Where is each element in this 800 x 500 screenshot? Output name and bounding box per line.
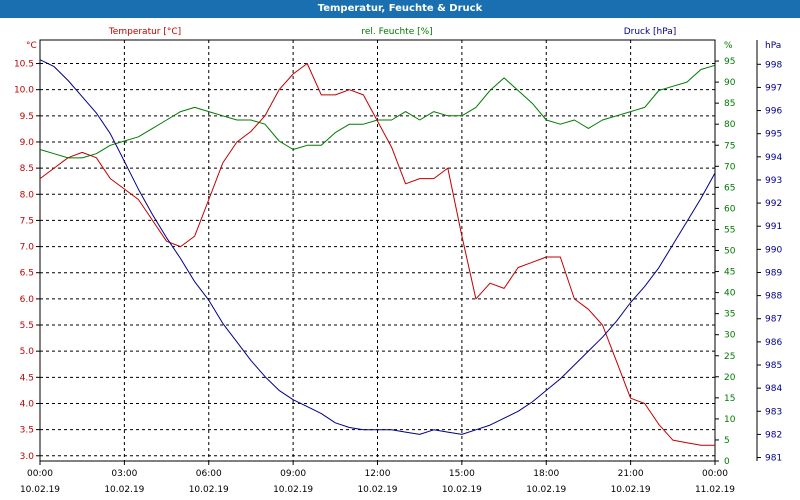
temperature-tick-label: 5.5 xyxy=(20,321,34,331)
pressure-tick-label: 996 xyxy=(765,107,782,117)
humidity-tick-label: 50 xyxy=(724,247,736,257)
humidity-tick-label: 0 xyxy=(724,457,730,467)
pressure-tick-label: 983 xyxy=(765,407,782,417)
humidity-tick-label: 85 xyxy=(724,99,735,109)
series-layer xyxy=(39,59,716,446)
temperature-tick-label: 6.5 xyxy=(20,269,34,279)
humidity-tick-label: 35 xyxy=(724,310,735,320)
temperature-tick-label: 3.0 xyxy=(20,452,35,462)
humidity-tick-label: 25 xyxy=(724,352,735,362)
temperature-series-line xyxy=(39,63,715,446)
temperature-tick-label: 9.5 xyxy=(20,112,34,122)
humidity-tick-label: 65 xyxy=(724,183,735,193)
pressure-tick-label: 987 xyxy=(765,315,782,325)
pressure-tick-label: 986 xyxy=(765,338,782,348)
humidity-tick-label: 40 xyxy=(724,289,736,299)
legend-temperature: Temperatur [°C] xyxy=(108,27,181,37)
temperature-tick-label: 8.0 xyxy=(20,190,35,200)
pressure-unit-label: hPa xyxy=(765,41,781,51)
x-tick-date: 10.02.19 xyxy=(611,485,651,495)
x-tick-time: 21:00 xyxy=(618,469,644,479)
x-tick-date: 10.02.19 xyxy=(189,485,229,495)
pressure-tick-label: 990 xyxy=(765,245,782,255)
humidity-tick-label: 55 xyxy=(724,225,735,235)
temperature-tick-label: 8.5 xyxy=(20,164,34,174)
pressure-tick-label: 991 xyxy=(765,222,782,232)
temperature-tick-label: 9.0 xyxy=(20,138,35,148)
humidity-tick-label: 45 xyxy=(724,268,735,278)
x-tick-time: 12:00 xyxy=(365,469,391,479)
humidity-unit-label: % xyxy=(724,41,733,51)
humidity-tick-label: 20 xyxy=(724,373,736,383)
pressure-tick-label: 994 xyxy=(765,153,782,163)
pressure-tick-label: 992 xyxy=(765,199,782,209)
pressure-tick-label: 997 xyxy=(765,83,782,93)
x-tick-time: 18:00 xyxy=(533,469,559,479)
temperature-tick-label: 7.5 xyxy=(20,216,34,226)
temperature-tick-label: 4.5 xyxy=(20,373,34,383)
temperature-tick-label: 4.0 xyxy=(20,399,35,409)
temperature-tick-label: 3.5 xyxy=(20,426,34,436)
x-tick-date: 10.02.19 xyxy=(357,485,397,495)
pressure-tick-label: 998 xyxy=(765,60,782,70)
x-tick-time: 15:00 xyxy=(449,469,475,479)
humidity-tick-label: 95 xyxy=(724,57,735,67)
humidity-tick-label: 10 xyxy=(724,415,736,425)
temperature-tick-label: 6.0 xyxy=(20,295,35,305)
pressure-tick-label: 985 xyxy=(765,361,782,371)
pressure-tick-label: 989 xyxy=(765,268,782,278)
x-tick-time: 03:00 xyxy=(111,469,137,479)
x-tick-date: 10.02.19 xyxy=(526,485,566,495)
humidity-tick-label: 80 xyxy=(724,120,736,130)
temperature-unit-label: °C xyxy=(26,41,37,51)
x-tick-date: 10.02.19 xyxy=(104,485,144,495)
humidity-tick-label: 60 xyxy=(724,204,736,214)
humidity-tick-label: 70 xyxy=(724,162,736,172)
humidity-tick-label: 75 xyxy=(724,141,735,151)
pressure-tick-label: 981 xyxy=(765,454,782,464)
x-tick-date: 10.02.19 xyxy=(273,485,313,495)
x-tick-date: 10.02.19 xyxy=(442,485,482,495)
x-tick-time: 09:00 xyxy=(280,469,306,479)
chart-title: Temperatur, Feuchte & Druck xyxy=(0,0,800,18)
humidity-tick-label: 15 xyxy=(724,394,735,404)
x-tick-date: 11.02.19 xyxy=(695,485,735,495)
legend-humidity: rel. Feuchte [%] xyxy=(361,27,432,37)
temperature-tick-label: 10.0 xyxy=(14,86,34,96)
pressure-tick-label: 995 xyxy=(765,130,782,140)
humidity-tick-label: 5 xyxy=(724,436,730,446)
x-tick-time: 00:00 xyxy=(27,469,53,479)
temperature-tick-label: 7.0 xyxy=(20,243,35,253)
x-tick-time: 00:00 xyxy=(702,469,728,479)
temperature-tick-label: 10.5 xyxy=(14,60,34,70)
pressure-tick-label: 988 xyxy=(765,292,782,302)
pressure-tick-label: 993 xyxy=(765,176,782,186)
pressure-tick-label: 984 xyxy=(765,384,782,394)
axes-layer: 00:00 10.02.19 03:00 10.02.19 06:00 10.02.19 0… xyxy=(14,40,782,495)
humidity-tick-label: 30 xyxy=(724,331,736,341)
humidity-tick-label: 90 xyxy=(724,78,736,88)
pressure-tick-label: 982 xyxy=(765,430,782,440)
legend-pressure: Druck [hPa] xyxy=(624,27,677,37)
x-tick-time: 06:00 xyxy=(196,469,222,479)
x-tick-date: 10.02.19 xyxy=(20,485,60,495)
humidity-series-line xyxy=(39,64,716,159)
temperature-tick-label: 5.0 xyxy=(20,347,35,357)
pressure-series-line xyxy=(39,59,716,435)
